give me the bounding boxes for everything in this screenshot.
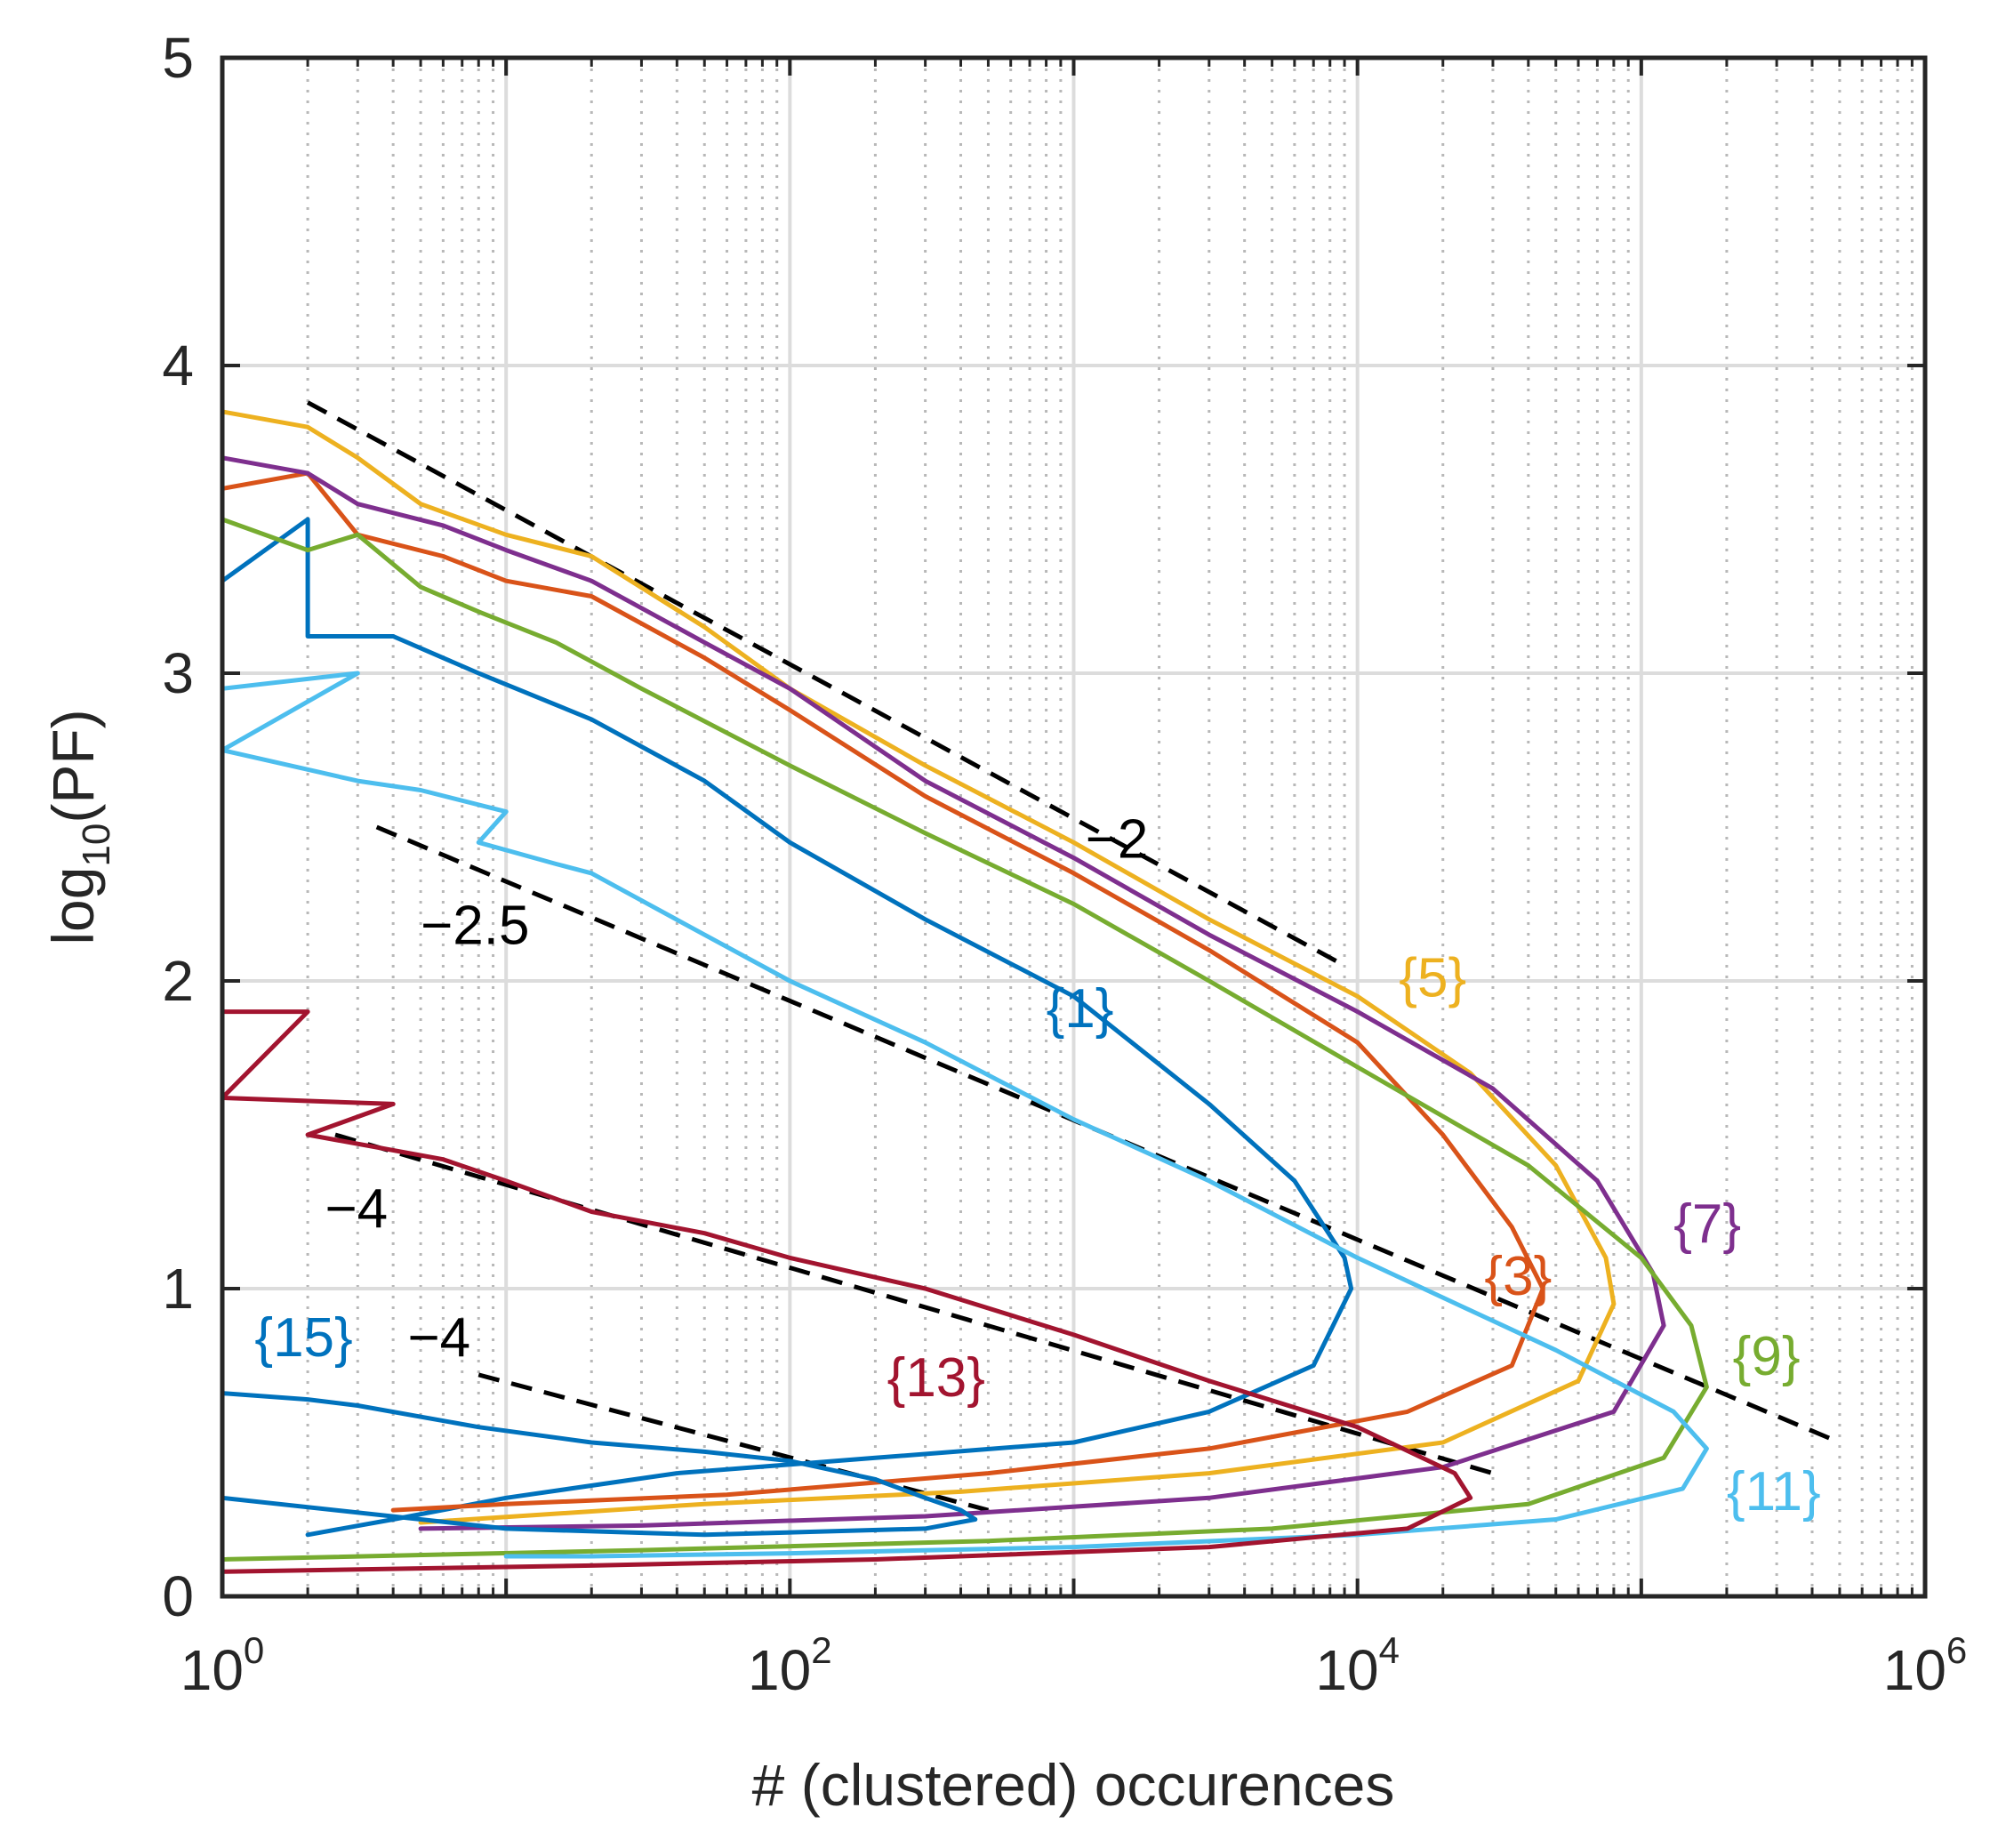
y-axis-title-sub: 10 [75, 824, 118, 867]
series-label: {5} [1399, 947, 1466, 1008]
series-line [220, 1391, 978, 1538]
x-tick-label-base: 10 [748, 1638, 811, 1702]
series-label: {7} [1673, 1193, 1741, 1255]
x-tick-label: 106 [1883, 1629, 1968, 1702]
y-tick-label: 2 [162, 949, 194, 1013]
y-tick-label: 3 [162, 641, 194, 705]
y-tick-label: 4 [162, 333, 194, 398]
reference-line [306, 400, 1346, 968]
y-axis-title-tail: (PF) [40, 709, 106, 823]
series-labels: {1} {3} {5} {7} {9} {11} {13} {15} −2 −2.5 −4 −4 [254, 809, 1820, 1523]
x-tick-label-exponent: 6 [1946, 1629, 1967, 1671]
x-tick-label: 104 [1315, 1629, 1400, 1702]
x-tick-label-exponent: 0 [244, 1629, 264, 1671]
y-tick-label: 1 [162, 1257, 194, 1321]
slope-label: −2 [1086, 809, 1149, 871]
slope-label: −4 [325, 1178, 388, 1240]
grid [222, 58, 1925, 1596]
y-tick-label: 0 [162, 1564, 194, 1628]
x-tick-label-exponent: 2 [811, 1629, 831, 1671]
series-label: {11} [1727, 1461, 1821, 1523]
series-lines [220, 409, 1709, 1574]
series-line [220, 517, 1709, 1562]
x-tick-label-exponent: 4 [1379, 1629, 1400, 1671]
slope-label: −2.5 [421, 895, 529, 956]
series-line [220, 409, 1617, 1525]
series-label: {1} [1047, 978, 1114, 1040]
y-axis-title-base: log [40, 867, 106, 945]
series-line [220, 1009, 1473, 1574]
series-label: {13} [887, 1347, 985, 1409]
series-line [220, 517, 1354, 1538]
ticks [221, 56, 1927, 1598]
x-axis-title: # (clustered) occurences [752, 1752, 1395, 1818]
series-label: {9} [1733, 1326, 1801, 1387]
x-tick-label-base: 10 [181, 1638, 244, 1702]
series-line [220, 470, 1545, 1513]
x-tick-label-base: 10 [1315, 1638, 1378, 1702]
series-label: {15} [254, 1307, 352, 1369]
x-tick-label: 102 [748, 1629, 832, 1702]
x-tick-label-base: 10 [1883, 1638, 1946, 1702]
series-line [220, 455, 1666, 1531]
series-label: {3} [1484, 1246, 1552, 1307]
slope-label: −4 [407, 1307, 470, 1369]
y-tick-label: 5 [162, 26, 194, 90]
y-axis-title: log10(PF) [40, 709, 118, 944]
x-tick-label: 100 [181, 1629, 265, 1702]
